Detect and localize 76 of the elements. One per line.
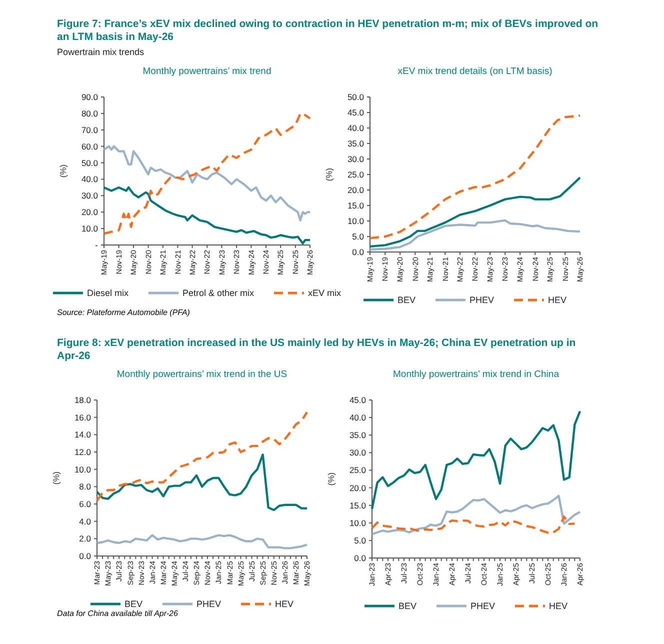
y-tick-label: 70.0	[81, 124, 98, 135]
y-tick-label: 60.0	[81, 141, 98, 152]
y-tick-label: 30.0	[349, 448, 366, 458]
line-series	[370, 494, 582, 536]
y-tick-label: 10.0	[81, 224, 98, 234]
chart-title: Monthly powertrains’ mix trend	[142, 66, 272, 77]
y-tick-label: 6.0	[79, 498, 92, 509]
y-tick-label: 50.0	[347, 92, 364, 102]
legend-label: Petrol & other mix	[182, 288, 255, 298]
y-tick-label: 20.0	[347, 184, 364, 195]
line-series	[102, 112, 312, 235]
y-tick-label: 0.0	[352, 246, 364, 257]
line-series	[368, 176, 582, 248]
y-tick-label: 10.0	[349, 518, 366, 528]
y-tick-label: 0.0	[354, 552, 366, 563]
y-tick-label: 12.0	[74, 446, 92, 457]
chart-title: Monthly powertrains’ mix trend in China	[393, 369, 560, 380]
y-axis-title: (%)	[326, 472, 336, 486]
y-tick-label: 45.0	[347, 107, 364, 118]
line-series	[370, 515, 576, 534]
y-tick-label: 18.0	[74, 394, 92, 405]
y-tick-label: 50.0	[81, 158, 98, 168]
line-series	[102, 145, 312, 222]
y-tick-label: 15.0	[347, 200, 364, 210]
y-tick-label: 4.0	[79, 516, 92, 526]
y-tick-label: 40.0	[81, 174, 98, 184]
line-series	[96, 534, 308, 550]
text: Powertrain mix trends	[57, 47, 145, 57]
legend-label: PHEV	[470, 295, 494, 306]
y-axis-title: (%)	[51, 471, 61, 485]
y-tick-label: 80.0	[81, 108, 98, 118]
legend-label: BEV	[397, 295, 416, 306]
legend-label: xEV mix	[308, 288, 342, 298]
legend-label: PHEV	[470, 601, 496, 612]
y-tick-label: 35.0	[349, 430, 366, 440]
y-tick-label: 25.0	[349, 465, 366, 476]
legend-label: BEV	[124, 599, 143, 610]
y-tick-label: 90.0	[81, 92, 98, 102]
legend-label: BEV	[398, 601, 417, 612]
y-axis-title: (%)	[58, 164, 68, 178]
y-tick-label: -	[95, 240, 98, 250]
y-tick-label: 45.0	[349, 394, 366, 405]
y-tick-label: 20.0	[349, 482, 366, 493]
legend-label: HEV	[549, 601, 568, 612]
source-note: Source: Plateforme Automobile (PFA)	[57, 308, 190, 317]
legend-label: PHEV	[196, 599, 222, 610]
legend-label: HEV	[548, 295, 567, 306]
y-tick-label: 10.0	[74, 464, 92, 474]
caption: Figure 8: xEV penetration increased in the US mainly led by HEVs in May-26; China EV penetration up in Apr-26	[57, 337, 576, 362]
y-tick-label: 35.0	[347, 138, 364, 148]
y-tick-label: 8.0	[79, 482, 92, 492]
legend-label: HEV	[275, 599, 294, 610]
y-tick-label: 14.0	[74, 430, 92, 440]
y-tick-label: 0.0	[79, 550, 92, 561]
line-series	[368, 114, 582, 240]
y-tick-label: 2.0	[79, 534, 92, 544]
y-axis-title: (%)	[324, 168, 334, 182]
y-tick-label: 5.0	[352, 231, 364, 242]
y-tick-label: 25.0	[347, 169, 364, 180]
y-tick-label: 16.0	[74, 412, 92, 422]
y-tick-label: 5.0	[354, 535, 366, 546]
y-tick-label: 15.0	[349, 500, 366, 510]
line-series	[96, 454, 308, 512]
line-series	[96, 411, 308, 502]
y-tick-label: 30.0	[347, 154, 364, 164]
text: Data for China available till Apr-26	[57, 609, 179, 618]
y-tick-label: 20.0	[81, 207, 98, 218]
y-tick-label: 30.0	[81, 190, 98, 201]
line-series	[370, 410, 582, 510]
chart-title: Monthly powertrains’ mix trend in the US	[116, 369, 288, 380]
chart-title: xEV mix trend details (on LTM basis)	[398, 66, 552, 77]
legend-label: Diesel mix	[86, 288, 129, 298]
y-tick-label: 40.0	[349, 412, 366, 423]
y-tick-label: 10.0	[347, 216, 364, 226]
caption: Figure 7: France’s xEV mix declined owing to contraction in HEV penetration m-m; mix of BEVs improved on an LTM basis in May-26	[57, 18, 598, 43]
y-tick-label: 40.0	[347, 122, 364, 133]
